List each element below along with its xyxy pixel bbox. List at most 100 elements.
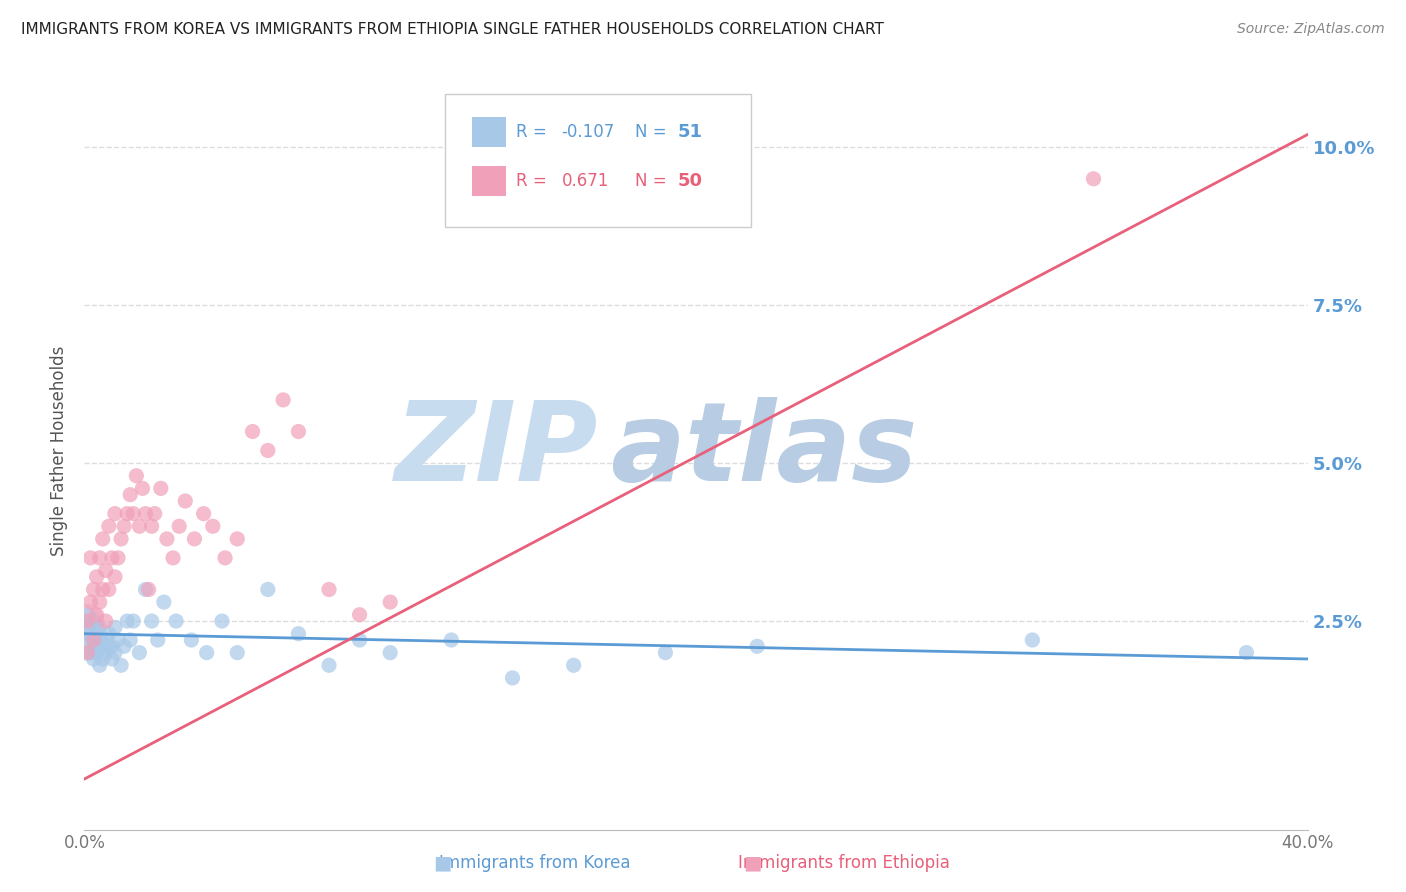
Point xyxy=(167,519,190,533)
Text: atlas: atlas xyxy=(610,397,918,504)
Point xyxy=(143,507,166,521)
Point xyxy=(1083,171,1105,186)
Point xyxy=(97,626,120,640)
Text: 51: 51 xyxy=(678,123,703,141)
Point xyxy=(149,482,172,496)
Point xyxy=(120,633,142,648)
Point xyxy=(349,633,371,648)
Point xyxy=(76,633,98,648)
Text: N =: N = xyxy=(636,123,672,141)
Point xyxy=(193,507,215,521)
Point xyxy=(104,507,127,521)
Point xyxy=(183,532,205,546)
Point xyxy=(162,550,184,565)
Point xyxy=(257,582,280,597)
Point xyxy=(101,652,124,666)
Point xyxy=(91,532,114,546)
Text: Source: ZipAtlas.com: Source: ZipAtlas.com xyxy=(1237,22,1385,37)
Point xyxy=(1021,633,1043,648)
Point xyxy=(76,646,98,660)
Point xyxy=(214,550,236,565)
Point xyxy=(94,633,117,648)
Point xyxy=(76,614,98,628)
Point xyxy=(128,519,150,533)
Point xyxy=(76,607,98,622)
Point xyxy=(112,640,135,654)
Point xyxy=(89,620,111,634)
Point xyxy=(89,595,111,609)
Point xyxy=(91,582,114,597)
Point xyxy=(195,646,218,660)
Text: 0.671: 0.671 xyxy=(561,172,609,190)
Point xyxy=(112,519,135,533)
Point xyxy=(101,550,124,565)
Y-axis label: Single Father Households: Single Father Households xyxy=(51,345,69,556)
Point xyxy=(76,614,98,628)
Point xyxy=(115,507,138,521)
Point xyxy=(101,640,124,654)
Point xyxy=(174,494,197,508)
Point xyxy=(201,519,224,533)
Text: ZIP: ZIP xyxy=(395,397,598,504)
Point xyxy=(226,532,249,546)
Point xyxy=(138,582,160,597)
Point xyxy=(86,570,108,584)
Point xyxy=(380,595,402,609)
Point xyxy=(135,507,157,521)
Bar xyxy=(472,166,506,196)
Point xyxy=(89,633,111,648)
Point xyxy=(153,595,176,609)
Point xyxy=(86,646,108,660)
Point xyxy=(110,658,132,673)
Point xyxy=(131,482,153,496)
Point xyxy=(747,640,769,654)
Text: ■: ■ xyxy=(742,854,762,872)
Point xyxy=(79,646,101,660)
Point xyxy=(107,633,129,648)
Point xyxy=(89,550,111,565)
Text: 50: 50 xyxy=(678,172,703,190)
Point xyxy=(79,550,101,565)
Point xyxy=(141,614,163,628)
Point xyxy=(226,646,249,660)
Point xyxy=(128,646,150,660)
Point xyxy=(146,633,169,648)
Point xyxy=(107,550,129,565)
Point xyxy=(104,646,127,660)
Point xyxy=(104,620,127,634)
Point xyxy=(76,633,98,648)
Point xyxy=(156,532,179,546)
Text: Immigrants from Ethiopia: Immigrants from Ethiopia xyxy=(738,855,949,872)
Point xyxy=(79,620,101,634)
Point xyxy=(86,607,108,622)
Point xyxy=(440,633,463,648)
Point xyxy=(83,652,105,666)
Point xyxy=(83,582,105,597)
Point xyxy=(271,392,294,407)
Point xyxy=(122,614,145,628)
Point xyxy=(654,646,676,660)
Point xyxy=(165,614,187,628)
Text: ■: ■ xyxy=(433,854,453,872)
Point xyxy=(318,658,340,673)
Text: -0.107: -0.107 xyxy=(561,123,614,141)
Point xyxy=(287,626,309,640)
Point xyxy=(349,607,371,622)
Text: Immigrants from Korea: Immigrants from Korea xyxy=(439,855,630,872)
Point xyxy=(83,614,105,628)
Point xyxy=(97,519,120,533)
Point xyxy=(91,640,114,654)
Point xyxy=(141,519,163,533)
Point xyxy=(115,614,138,628)
Text: R =: R = xyxy=(516,123,553,141)
Point xyxy=(91,652,114,666)
Point xyxy=(125,468,148,483)
Text: N =: N = xyxy=(636,172,672,190)
Point xyxy=(83,640,105,654)
Point xyxy=(97,582,120,597)
Point xyxy=(76,626,98,640)
Point xyxy=(1236,646,1258,660)
Point xyxy=(89,658,111,673)
Point xyxy=(562,658,585,673)
Point xyxy=(257,443,280,458)
